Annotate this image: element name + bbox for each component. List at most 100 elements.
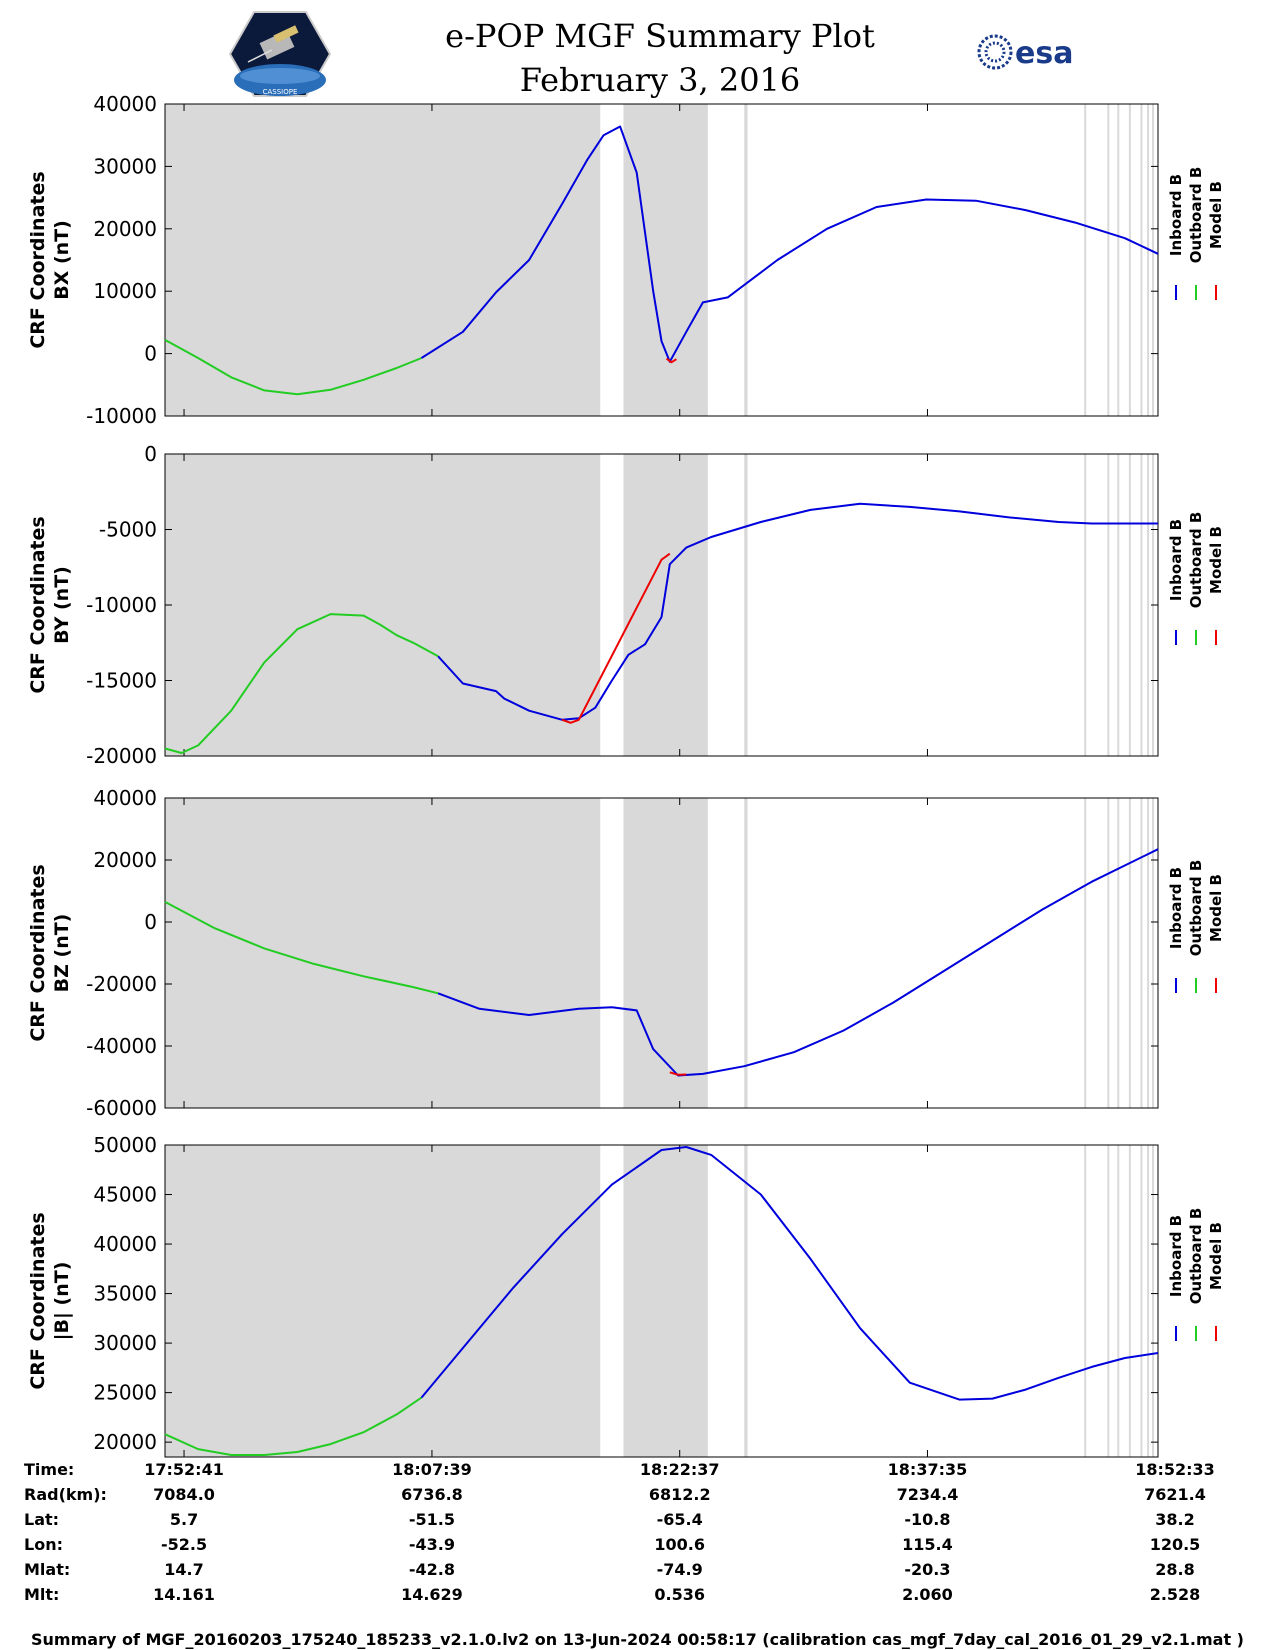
y-axis-label: CRF Coordinates BZ (nT) — [27, 864, 73, 1041]
y-tick-label: 30000 — [93, 1331, 157, 1355]
ephemeris-value: -51.5 — [408, 1510, 455, 1529]
data-gap-band — [744, 798, 748, 1108]
y-axis-label-line2: |B| (nT) — [51, 1262, 73, 1341]
y-tick-label: 40000 — [93, 92, 157, 116]
y-tick-label: -10000 — [86, 593, 157, 617]
series-inboard-b — [420, 1146, 1159, 1401]
summary-plots: -10000 0 10000 20000 30000 40000 CRF Coordinat… — [27, 92, 1225, 1458]
y-tick-label: 45000 — [93, 1183, 157, 1207]
y-tick-label: -20000 — [86, 972, 157, 996]
panel-3: -60000 -40000 -20000 0 20000 40000 CRF Coordin… — [27, 786, 1225, 1120]
y-axis-label: CRF Coordinates |B| (nT) — [27, 1212, 73, 1389]
ephemeris-row: Lat: 5.7 -51.5 -65.4 -10.8 38.2 — [0, 1510, 1275, 1534]
y-tick-label: -40000 — [86, 1034, 157, 1058]
ephemeris-value: 18:52:33 — [1135, 1460, 1215, 1479]
ephemeris-table: Time: 17:52:41 18:07:39 18:22:37 18:37:35 18:… — [0, 1460, 1275, 1625]
esa-logo: esa — [977, 34, 1073, 71]
y-axis-label-line1: CRF Coordinates — [27, 171, 49, 348]
y-tick-label: -15000 — [86, 669, 157, 693]
y-tick-label: 20000 — [93, 217, 157, 241]
ephemeris-value: -52.5 — [160, 1535, 208, 1554]
title-text: e-POP MGF Summary Plot — [445, 17, 875, 55]
ephemeris-value: 120.5 — [1149, 1535, 1201, 1554]
plot-frame — [164, 797, 1159, 1109]
y-axis-label-line2: BZ (nT) — [51, 914, 73, 993]
date-text: February 3, 2016 — [519, 61, 801, 99]
series-outboard-b — [164, 613, 439, 754]
y-tick-label: -20000 — [86, 744, 157, 768]
ephemeris-value: 6736.8 — [401, 1485, 463, 1504]
data-gap-line — [1117, 798, 1120, 1108]
ephemeris-value: 17:52:41 — [144, 1460, 224, 1479]
data-gap-band — [623, 1145, 708, 1457]
plot-title: e-POP MGF Summary Plot February 3, 2016 — [330, 14, 990, 102]
ephemeris-row: Mlat: 14.7 -42.8 -74.9 -20.3 28.8 — [0, 1560, 1275, 1584]
esa-globe-icon — [977, 34, 1013, 70]
data-gap-line — [1152, 104, 1155, 416]
ephemeris-label: Mlat: — [24, 1560, 71, 1579]
data-gap-band — [744, 104, 748, 416]
y-axis-label-line2: BY (nT) — [51, 566, 73, 644]
ephemeris-value: 14.161 — [153, 1585, 215, 1604]
y-tick-label: 40000 — [93, 786, 157, 810]
series-outboard-b — [164, 901, 439, 995]
data-gap-line — [1107, 798, 1110, 1108]
y-axis-label-line1: CRF Coordinates — [27, 864, 49, 1041]
y-tick-label: 35000 — [93, 1282, 157, 1306]
ephemeris-value: 6812.2 — [648, 1485, 711, 1504]
ephemeris-row: Rad(km): 7084.0 6736.8 6812.2 7234.4 7621.4 — [0, 1485, 1275, 1509]
series-inboard-b — [437, 502, 1158, 721]
esa-wordmark: esa — [1015, 36, 1073, 71]
ephemeris-label: Lat: — [24, 1510, 60, 1529]
data-gap-band — [744, 454, 748, 756]
y-tick-label: 0 — [144, 910, 157, 934]
ephemeris-value: -42.8 — [408, 1560, 455, 1579]
ephemeris-value: 28.8 — [1155, 1560, 1195, 1579]
data-gap-line — [1107, 104, 1110, 416]
ephemeris-value: 7084.0 — [153, 1485, 215, 1504]
footer-caption: Summary of MGF_20160203_175240_185233_v2… — [31, 1630, 1244, 1649]
ephemeris-value: 0.536 — [654, 1585, 705, 1604]
ephemeris-value: 18:37:35 — [887, 1460, 968, 1479]
legend-label: Outboard B — [1187, 167, 1205, 264]
data-gap-line — [1147, 798, 1150, 1108]
y-axis-label-line2: BX (nT) — [51, 220, 73, 300]
logo-caption: CASSIOPE — [263, 88, 298, 96]
ephemeris-value: 14.7 — [164, 1560, 204, 1579]
ephemeris-value: 100.6 — [654, 1535, 705, 1554]
data-gap-band — [744, 1145, 748, 1457]
y-tick-label: -5000 — [99, 518, 157, 542]
y-tick-label: -10000 — [86, 404, 157, 428]
y-tick-label: 40000 — [93, 1232, 157, 1256]
series-outboard-b — [164, 339, 422, 396]
data-gap-band — [623, 798, 708, 1108]
ephemeris-value: 7234.4 — [896, 1485, 959, 1504]
data-gap-line — [1107, 1145, 1110, 1457]
data-gap-line — [1084, 104, 1087, 416]
data-gap-line — [1140, 454, 1143, 756]
ephemeris-row: Mlt: 14.161 14.629 0.536 2.060 2.528 — [0, 1585, 1275, 1609]
plot-frame — [164, 103, 1159, 417]
data-gap-line — [1084, 798, 1087, 1108]
ephemeris-value: 7621.4 — [1144, 1485, 1206, 1504]
data-gap-line — [1152, 1145, 1155, 1457]
data-gap-band — [165, 454, 601, 756]
data-gap-band — [165, 1145, 601, 1457]
ephemeris-label: Lon: — [24, 1535, 63, 1554]
data-gap-band — [165, 104, 601, 416]
data-gap-line — [1147, 454, 1150, 756]
data-gap-line — [1147, 104, 1150, 416]
data-gap-line — [1117, 454, 1120, 756]
data-gap-band — [623, 454, 708, 756]
data-gap-line — [1128, 1145, 1131, 1457]
ephemeris-value: -10.8 — [904, 1510, 951, 1529]
data-gap-line — [1140, 1145, 1143, 1457]
ephemeris-row: Lon: -52.5 -43.9 100.6 115.4 120.5 — [0, 1535, 1275, 1559]
panel-2: -20000 -15000 -10000 -5000 0 CRF Coordinates B… — [27, 442, 1225, 768]
ephemeris-value: 2.060 — [902, 1585, 953, 1604]
epop-mission-logo: CASSIOPE — [228, 11, 332, 97]
series-model-b — [665, 357, 677, 364]
y-axis-label-line1: CRF Coordinates — [27, 1212, 49, 1389]
data-gap-line — [1128, 454, 1131, 756]
ephemeris-row: Time: 17:52:41 18:07:39 18:22:37 18:37:35 18:… — [0, 1460, 1275, 1484]
